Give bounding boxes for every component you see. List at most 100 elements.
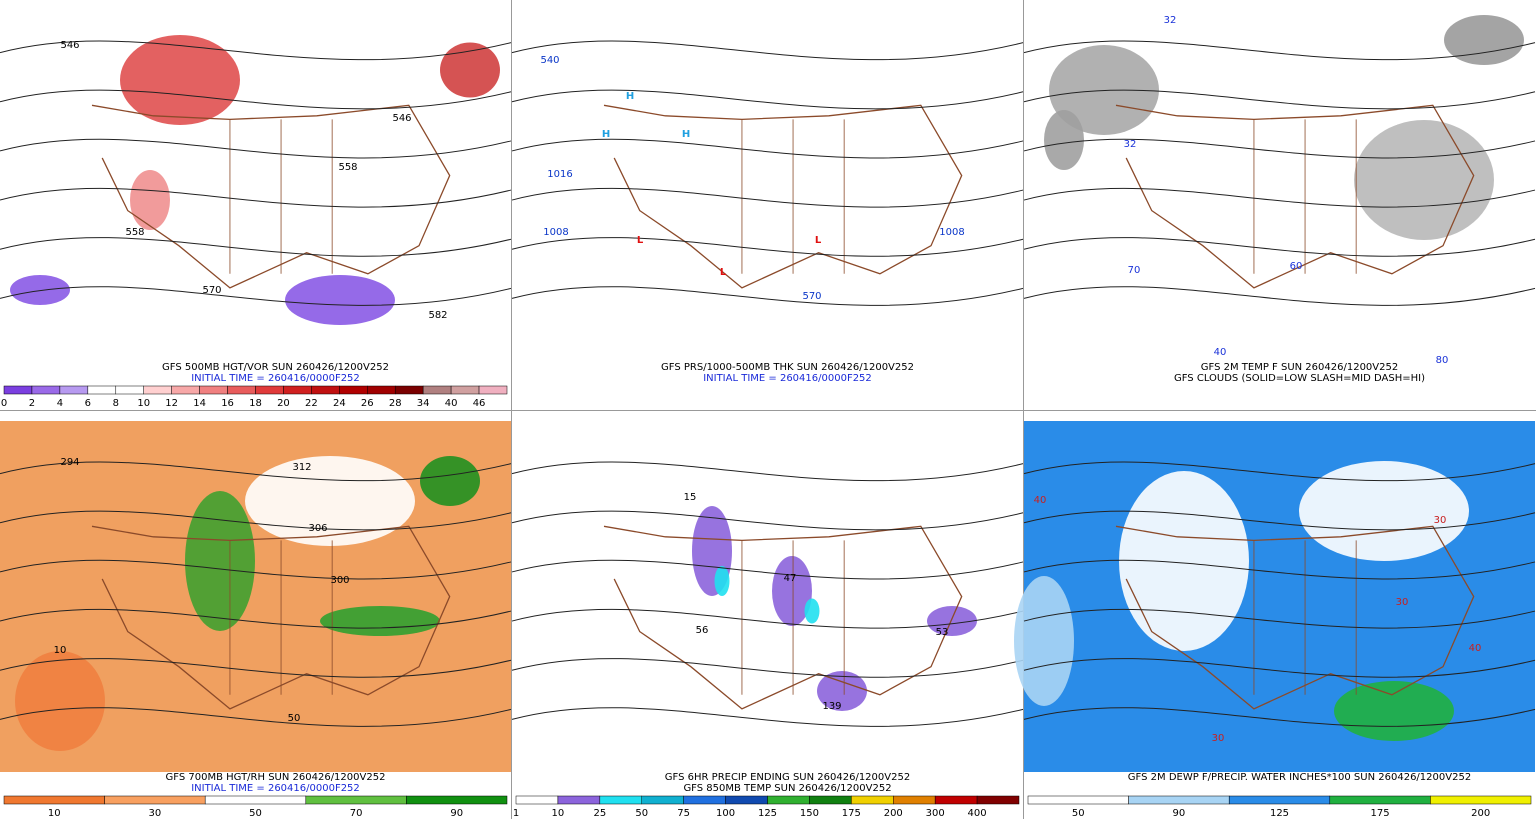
map-label: 53 xyxy=(936,627,949,638)
colorbar-segment xyxy=(115,385,144,395)
colorbar-label: 100 xyxy=(716,808,735,819)
contour xyxy=(0,559,512,580)
contour xyxy=(511,559,1024,580)
field-area xyxy=(1049,45,1159,135)
colorbar-segment xyxy=(367,385,396,395)
colorbar-label: 0 xyxy=(1,398,7,409)
panel-title: GFS PRS/1000-500MB THK SUN 260426/1200V2… xyxy=(661,362,914,373)
map-label: 546 xyxy=(392,113,411,124)
map-label: H xyxy=(626,91,634,102)
contour xyxy=(511,89,1024,110)
colorbar-label: 175 xyxy=(1371,808,1390,819)
colorbar-segment xyxy=(204,795,307,805)
colorbar-segment xyxy=(171,385,200,395)
map-label: 50 xyxy=(288,713,301,724)
map-label: 294 xyxy=(60,457,79,468)
contour xyxy=(0,286,512,306)
colorbar-segment xyxy=(87,385,117,395)
colorbar-segment xyxy=(104,795,206,805)
map-label: 1016 xyxy=(547,169,572,180)
field-area xyxy=(1014,576,1074,706)
map-label: 40 xyxy=(1034,495,1047,506)
colorbar-label: 30 xyxy=(149,808,162,819)
colorbar-segment xyxy=(227,385,256,395)
colorbar-segment xyxy=(406,795,508,805)
contour xyxy=(511,286,1024,306)
contour xyxy=(511,237,1024,257)
field-area xyxy=(420,456,480,506)
colorbar-label: 90 xyxy=(1173,808,1186,819)
map-label: H xyxy=(602,129,610,140)
map-label: 558 xyxy=(125,227,144,238)
colorbar-segment xyxy=(339,385,368,395)
field-area xyxy=(804,598,820,624)
contour xyxy=(1023,559,1536,580)
contour xyxy=(1023,707,1536,727)
field-area xyxy=(15,651,105,751)
colorbar-segment xyxy=(851,795,894,805)
colorbar-label: 300 xyxy=(926,808,945,819)
colorbar-label: 2 xyxy=(29,398,35,409)
colorbar-segment xyxy=(893,795,936,805)
colorbar-label: 8 xyxy=(113,398,119,409)
panel-title: GFS 6HR PRECIP ENDING SUN 260426/1200V25… xyxy=(665,772,910,783)
colorbar-label: 400 xyxy=(968,808,987,819)
colorbar-label: 150 xyxy=(800,808,819,819)
contour xyxy=(511,40,1024,61)
map-label: 30 xyxy=(1212,733,1225,744)
field-area xyxy=(130,170,170,230)
colorbar-segment xyxy=(3,385,33,395)
field-area xyxy=(185,491,255,631)
map-label: 32 xyxy=(1124,139,1137,150)
contour xyxy=(511,658,1024,678)
colorbar-label: 12 xyxy=(165,398,178,409)
map-label: 56 xyxy=(696,625,709,636)
field-area xyxy=(1044,110,1084,170)
field-area xyxy=(320,606,440,636)
colorbar-segment xyxy=(478,385,508,395)
colorbar-label: 46 xyxy=(473,398,486,409)
map-label: H xyxy=(682,129,690,140)
field-area xyxy=(1299,461,1469,561)
map-label: 60 xyxy=(1290,261,1303,272)
panel-title: GFS 700MB HGT/RH SUN 260426/1200V252 xyxy=(166,772,386,783)
colorbar-label: 50 xyxy=(635,808,648,819)
map-label: 300 xyxy=(330,575,349,586)
map-label: L xyxy=(637,235,644,246)
map-label: 30 xyxy=(1434,515,1447,526)
colorbar-segment xyxy=(976,795,1020,805)
field-area xyxy=(120,35,240,125)
field-area xyxy=(1119,471,1249,651)
field-area xyxy=(1354,120,1494,240)
colorbar-label: 14 xyxy=(193,398,206,409)
colorbar-segment xyxy=(1128,795,1230,805)
map-label: 80 xyxy=(1436,355,1449,366)
colorbar-segment xyxy=(394,385,424,395)
colorbar-label: 200 xyxy=(1471,808,1490,819)
field-area xyxy=(817,671,867,711)
field-area xyxy=(440,42,500,98)
map-label: 70 xyxy=(1128,265,1141,276)
colorbar-label: 125 xyxy=(1270,808,1289,819)
colorbar-segment xyxy=(255,385,284,395)
field-area xyxy=(245,456,415,546)
colorbar-segment xyxy=(934,795,978,805)
colorbar-label: 125 xyxy=(758,808,777,819)
map-label: 47 xyxy=(784,573,797,584)
panel-subtitle: INITIAL TIME = 260416/0000F252 xyxy=(191,373,360,384)
colorbar-segment xyxy=(59,385,89,395)
colorbar-segment xyxy=(3,795,105,805)
field-area xyxy=(772,556,812,626)
panel-title: GFS 500MB HGT/VOR SUN 260426/1200V252 xyxy=(162,362,389,373)
map-label: 1008 xyxy=(939,227,964,238)
colorbar-segment xyxy=(143,385,172,395)
contour xyxy=(1023,187,1536,208)
colorbar-label: 24 xyxy=(333,398,346,409)
colorbar-label: 10 xyxy=(552,808,565,819)
colorbar-segment xyxy=(599,795,642,805)
contour xyxy=(0,89,512,110)
colorbar-label: 10 xyxy=(137,398,150,409)
map-label: 306 xyxy=(308,523,327,534)
colorbar-label: 20 xyxy=(277,398,290,409)
colorbar-segment xyxy=(311,385,340,395)
